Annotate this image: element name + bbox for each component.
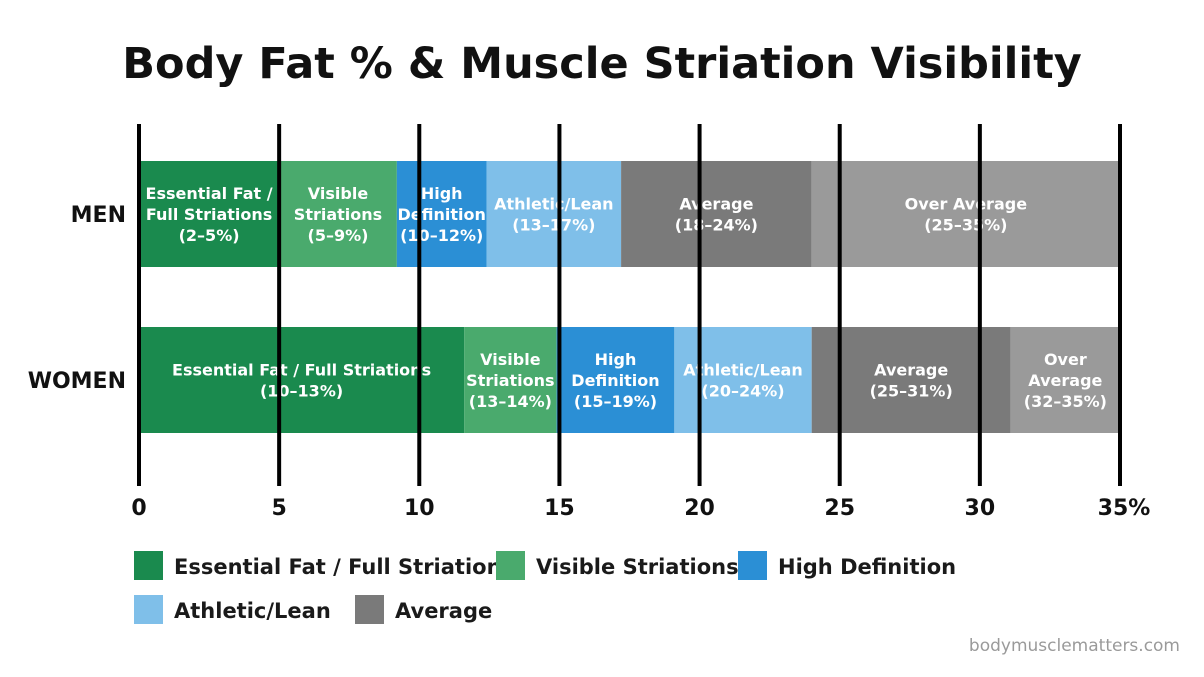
segment-label-line: Striations — [466, 371, 554, 390]
segment-label-line: (25–31%) — [870, 382, 953, 401]
x-tick-label: 0 — [131, 496, 146, 521]
segment-label-line: Full Striations — [146, 205, 272, 224]
segment-label-line: Visible — [308, 184, 369, 203]
segment-label-line: Over — [1044, 350, 1087, 369]
legend-label: Essential Fat / Full Striations — [174, 555, 514, 579]
segment-label: Essential Fat / Full Striations (2–5%) — [146, 184, 273, 245]
segment-label-line: High — [421, 184, 463, 203]
segment-label-line: Essential Fat / Full Striations — [172, 361, 431, 380]
segment-label: Visible Striations (13–14%) — [466, 350, 554, 411]
segment-label-line: Over Average — [905, 195, 1028, 214]
legend-swatch — [134, 595, 163, 624]
legend-label: Visible Striations — [536, 555, 739, 579]
x-tick-label: 5 — [271, 496, 286, 521]
bar-segment — [556, 327, 675, 433]
legend-item: Average — [355, 595, 492, 624]
segment-label-line: (25–35%) — [924, 216, 1007, 235]
segment-label-line: (20–24%) — [701, 382, 784, 401]
segment-label-line: Striations — [294, 205, 382, 224]
watermark: bodymusclematters.com — [969, 636, 1180, 656]
bar-segment — [621, 161, 812, 267]
x-tick-label: 10 — [404, 496, 435, 521]
bar-segment — [811, 161, 1120, 267]
bar-segment — [674, 327, 812, 433]
segment-label-line: (10–12%) — [400, 226, 483, 245]
segment-label-line: (5–9%) — [308, 226, 369, 245]
bar-segment — [1010, 327, 1120, 433]
segment-label-line: Athletic/Lean — [683, 361, 802, 380]
segment-label-line: Average — [874, 361, 948, 380]
row-label-women: WOMEN — [28, 369, 126, 394]
legend-swatch — [496, 551, 525, 580]
segment-label-line: (10–13%) — [260, 382, 343, 401]
row-label-men: MEN — [71, 203, 126, 228]
legend-item: Athletic/Lean — [134, 595, 331, 624]
segment-label: Athletic/Lean (20–24%) — [683, 361, 802, 401]
legend-label: Athletic/Lean — [174, 599, 331, 623]
legend: Essential Fat / Full Striations Visible S… — [134, 551, 956, 624]
segment-label: Over Average (25–35%) — [905, 195, 1028, 235]
bar-segment — [396, 161, 487, 267]
x-tick-label: 15 — [544, 496, 575, 521]
bar-row-men: Essential Fat / Full Striations (2–5%) Visi… — [139, 161, 1120, 267]
legend-item: High Definition — [738, 551, 956, 580]
x-tick-label: 25 — [824, 496, 855, 521]
segment-label-line: (13–14%) — [469, 392, 552, 411]
x-tick-label: 35% — [1098, 496, 1151, 521]
segment-label-line: (13–17%) — [512, 216, 595, 235]
segment-label-line: Definition — [398, 205, 486, 224]
segment-label-line: (18–24%) — [675, 216, 758, 235]
segment-label: Visible Striations (5–9%) — [294, 184, 382, 245]
legend-label: Average — [395, 599, 492, 623]
bar-row-women: Essential Fat / Full Striations (10–13%) V… — [139, 327, 1120, 433]
bar-segment — [279, 161, 397, 267]
segment-label-line: Average — [679, 195, 753, 214]
segment-label-line: Definition — [571, 371, 659, 390]
legend-item: Essential Fat / Full Striations — [134, 551, 514, 580]
segment-label-line: (2–5%) — [179, 226, 240, 245]
segment-label: Average (25–31%) — [870, 361, 953, 401]
chart-title: Body Fat % & Muscle Striation Visibility — [122, 39, 1081, 89]
segment-label-line: Essential Fat / — [146, 184, 273, 203]
segment-label: High Definition (15–19%) — [571, 350, 659, 411]
x-tick-label: 30 — [965, 496, 996, 521]
segment-label-line: Visible — [480, 350, 541, 369]
segment-label-line: High — [595, 350, 637, 369]
x-tick-label: 20 — [684, 496, 715, 521]
bar-segment — [486, 161, 622, 267]
segment-label-line: Average — [1028, 371, 1102, 390]
segment-label-line: (32–35%) — [1024, 392, 1107, 411]
segment-label: Over Average (32–35%) — [1024, 350, 1107, 411]
legend-label: High Definition — [778, 555, 956, 579]
bar-segment — [811, 327, 1011, 433]
segment-label: Athletic/Lean (13–17%) — [494, 195, 613, 235]
legend-swatch — [134, 551, 163, 580]
segment-label-line: (15–19%) — [574, 392, 657, 411]
legend-item: Visible Striations — [496, 551, 739, 580]
segment-label-line: Athletic/Lean — [494, 195, 613, 214]
bar-segment — [139, 327, 465, 433]
bar-segment — [464, 327, 557, 433]
legend-swatch — [355, 595, 384, 624]
bar-segment — [139, 161, 280, 267]
legend-swatch — [738, 551, 767, 580]
